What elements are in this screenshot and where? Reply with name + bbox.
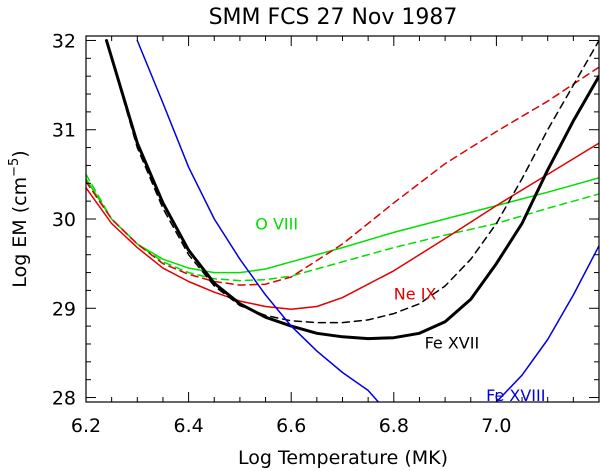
x-axis-label: Log Temperature (MK) (238, 447, 448, 469)
series-line-6 (136, 39, 380, 402)
plot-area (86, 39, 599, 402)
y-axis-label-suffix: ) (9, 150, 31, 157)
series-line-7 (495, 245, 599, 402)
series-line-1 (86, 173, 599, 282)
y-axis-label-prefix: Log EM (cm (9, 177, 31, 288)
y-tick-label: 32 (52, 30, 76, 52)
x-tick-label: 6.4 (173, 415, 203, 437)
series-line-2 (86, 142, 599, 310)
x-tick-label: 6.8 (379, 415, 409, 437)
chart-title: SMM FCS 27 Nov 1987 (209, 5, 458, 30)
series-line-5 (105, 39, 599, 324)
y-tick-label: 29 (52, 298, 76, 320)
x-tick-label: 6.6 (276, 415, 306, 437)
y-tick-label: 31 (52, 120, 76, 142)
x-tick-label: 6.2 (71, 415, 101, 437)
plot-frame (85, 35, 600, 403)
y-tick-label: 28 (52, 388, 76, 410)
series-layer (86, 39, 599, 402)
series-label-4: Fe XVII (425, 333, 480, 352)
series-label-0: O VIII (255, 215, 298, 234)
y-axis-label: Log EM (cm−5) (7, 150, 31, 287)
y-axis-label-sup: −5 (7, 158, 22, 177)
series-label-2: Ne IX (394, 284, 437, 303)
y-axis: 28 29 30 31 32 (52, 30, 599, 410)
x-axis: 6.2 6.4 6.6 6.8 7.0 (71, 36, 574, 437)
line-labels: O VIII Ne IX Fe XVII Fe XVIII (255, 215, 545, 405)
x-tick-label: 7.0 (481, 415, 511, 437)
series-label-6: Fe XVIII (486, 386, 545, 405)
series-line-3 (86, 66, 599, 286)
series-line-4 (105, 39, 599, 341)
y-tick-label: 30 (52, 209, 76, 231)
